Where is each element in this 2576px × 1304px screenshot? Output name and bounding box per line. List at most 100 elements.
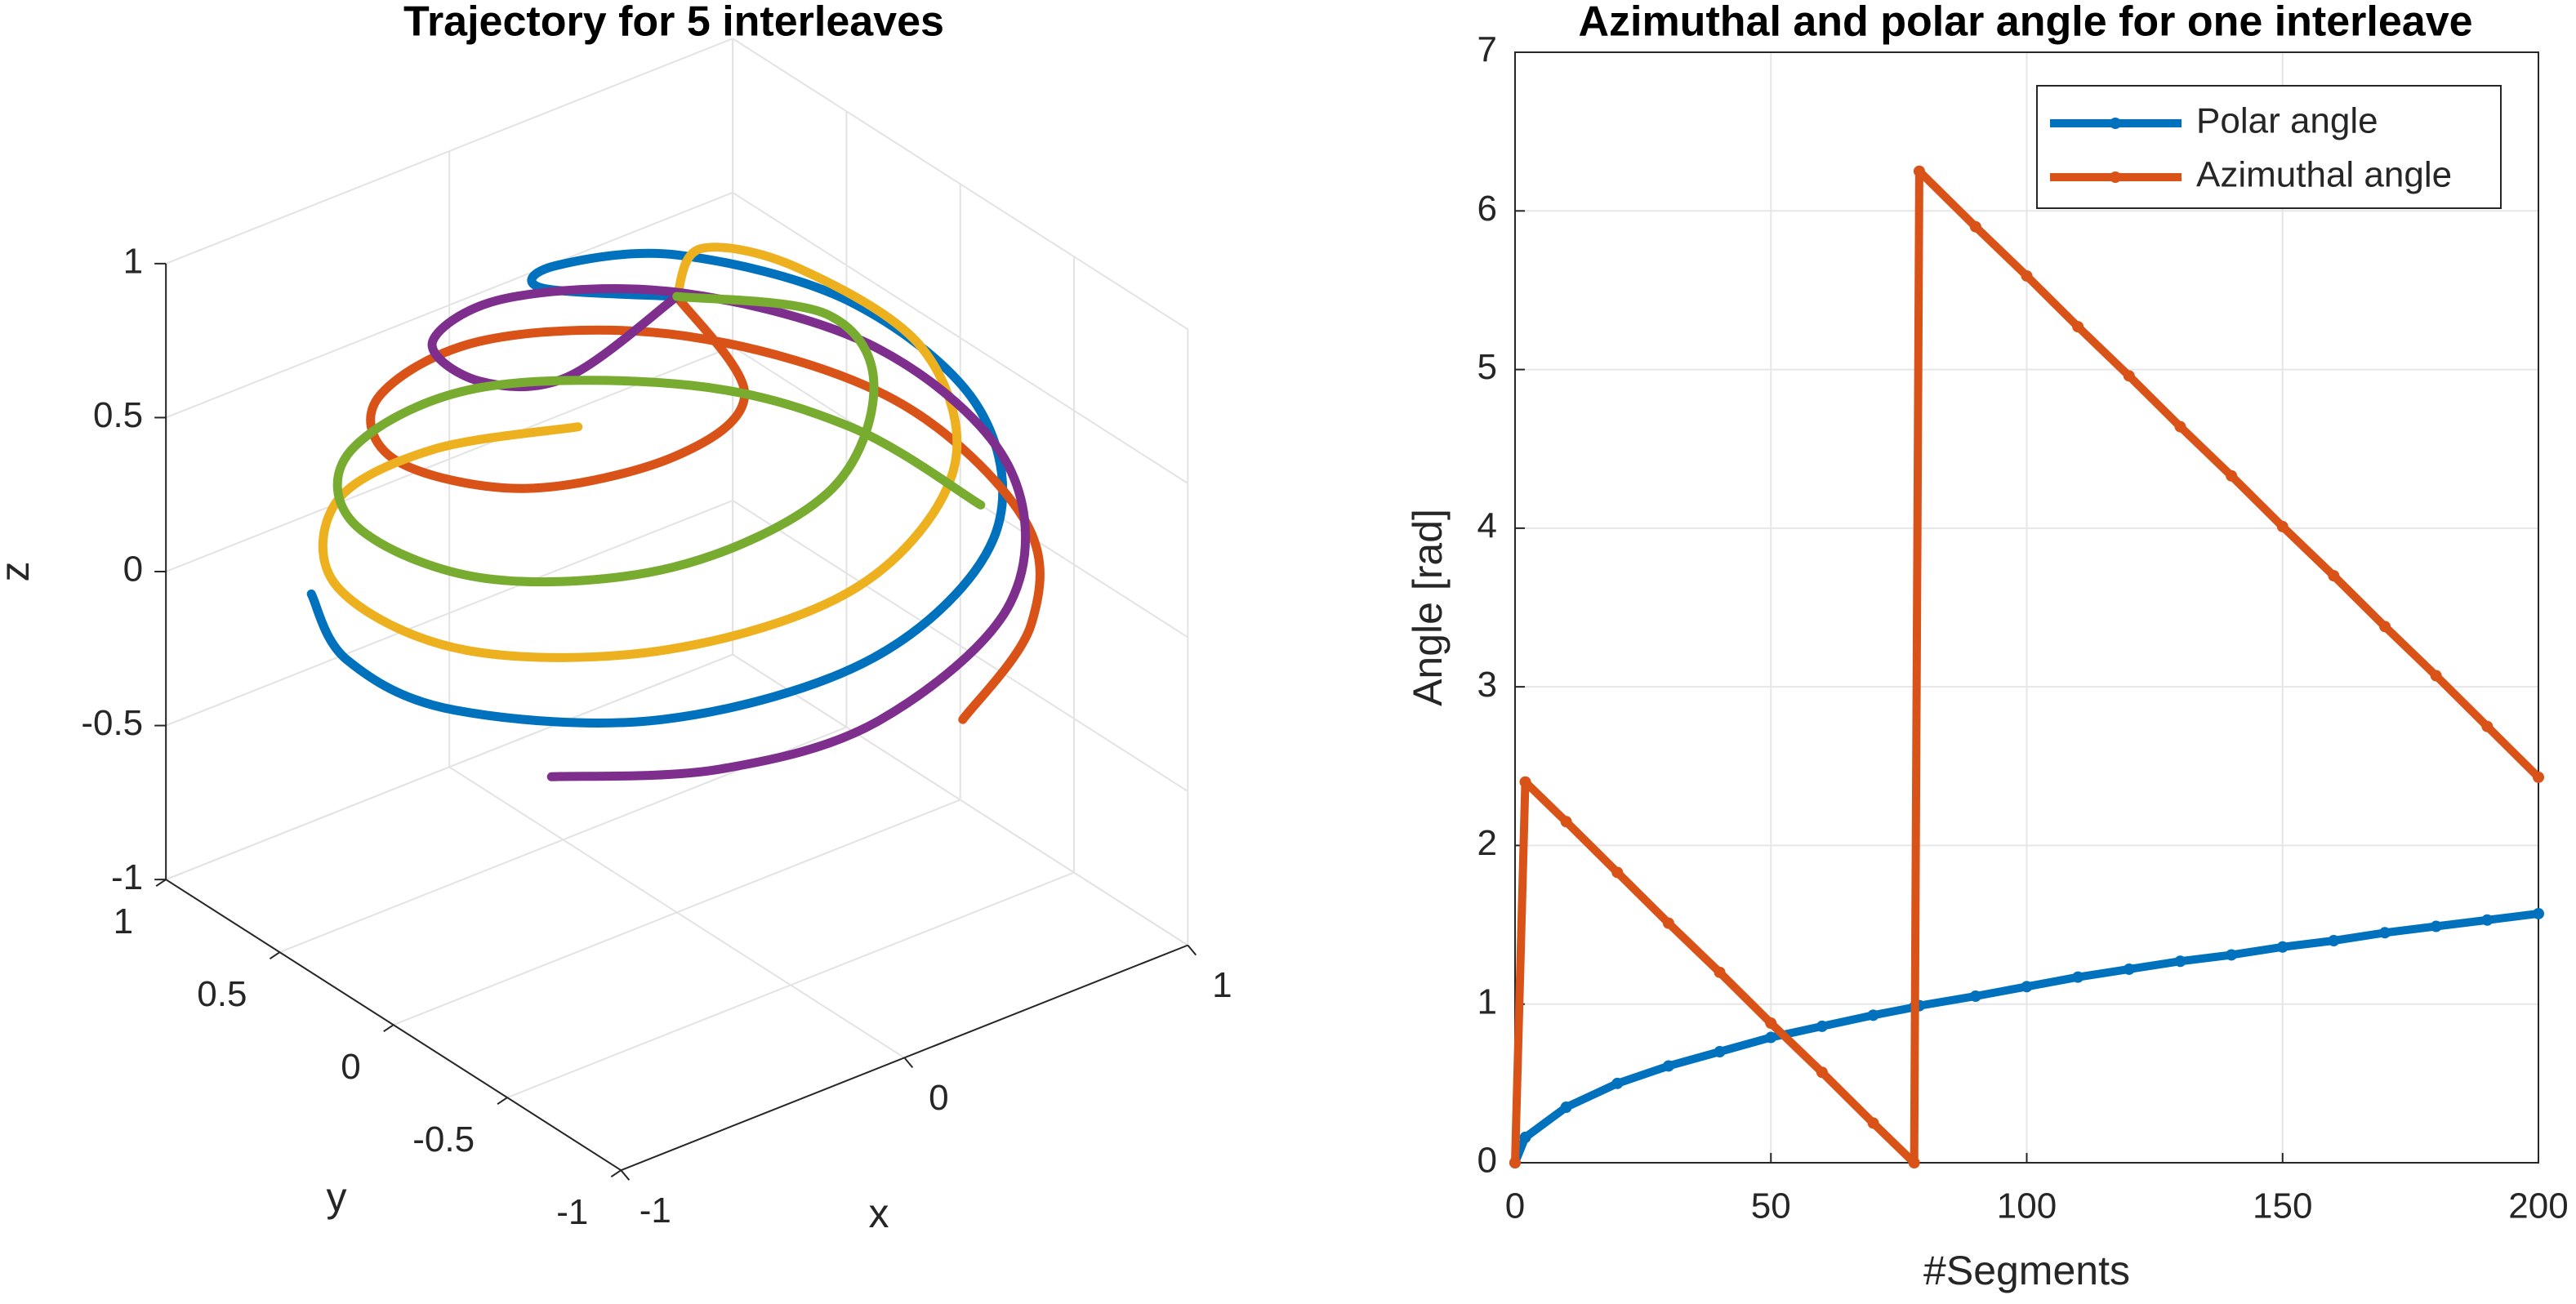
axis-line [620, 944, 1188, 1172]
data-point [1969, 220, 1981, 233]
data-point [2533, 907, 2544, 919]
legend-label: Azimuthal angle [2196, 155, 2452, 195]
grid-line [165, 500, 733, 727]
data-point [1816, 1020, 1828, 1032]
y-tick-label: 5 [1477, 347, 1497, 387]
data-point [2226, 949, 2238, 961]
grid-line [165, 38, 733, 265]
data-point [1867, 1117, 1879, 1129]
data-point [1913, 165, 1925, 177]
data-point [2021, 269, 2033, 282]
data-point [2123, 963, 2135, 975]
x-tick-label: 100 [1997, 1186, 2057, 1226]
data-point [1662, 917, 1674, 929]
data-point [1611, 866, 1624, 879]
data-point [2430, 670, 2442, 682]
x-axis-label: x [869, 1191, 889, 1236]
data-point [1714, 1046, 1726, 1057]
data-point [1509, 1157, 1521, 1168]
grid-line [393, 799, 961, 1026]
z-tick-label: 0.5 [93, 395, 143, 435]
data-point [1816, 1066, 1828, 1079]
trajectory [306, 248, 1008, 728]
y-tick-label: 7 [1477, 30, 1497, 70]
z-tick-label: 1 [123, 241, 143, 281]
x-tick-label: -1 [640, 1191, 671, 1231]
z-axis-label: z [0, 562, 38, 582]
grid-line [165, 653, 733, 881]
grid-line [165, 191, 733, 419]
tick-mark [155, 879, 167, 887]
data-point [2481, 914, 2494, 926]
data-point [1662, 1060, 1674, 1072]
data-point [1714, 966, 1726, 978]
data-point [1519, 1131, 1531, 1143]
y-axis-label: Angle [rad] [1405, 509, 1451, 706]
data-point [2276, 520, 2289, 532]
data-point [2481, 720, 2494, 732]
trajectory [427, 284, 1031, 781]
tick-mark [903, 1057, 914, 1069]
data-point [2174, 955, 2186, 968]
y-tick-label: 0 [1477, 1141, 1497, 1181]
data-point [1611, 1077, 1624, 1089]
data-point [1908, 1157, 1920, 1168]
y-axis-label: y [327, 1174, 347, 1220]
legend-marker [2110, 118, 2121, 129]
x-tick-label: 200 [2508, 1186, 2568, 1226]
tick-mark [269, 951, 281, 959]
data-point [1969, 990, 1981, 1002]
grid-line [506, 871, 1075, 1099]
trajectory [332, 292, 986, 587]
z-tick-label: -1 [111, 857, 143, 897]
y-tick-label: -0.5 [412, 1119, 475, 1159]
data-point [2021, 981, 2033, 993]
grid-line [732, 500, 1188, 792]
data-point [2328, 570, 2340, 582]
data-point [2123, 370, 2135, 382]
y-tick-label: 6 [1477, 189, 1497, 229]
data-point [1867, 1009, 1879, 1021]
x-tick-label: 150 [2253, 1186, 2312, 1226]
chart-title: Trajectory for 5 interleaves [403, 0, 944, 46]
data-point [2276, 941, 2289, 953]
tick-mark [383, 1024, 394, 1033]
tick-mark [1187, 944, 1197, 956]
y-tick-label: -1 [556, 1192, 588, 1232]
data-point [1765, 1017, 1777, 1030]
y-tick-label: 1 [1477, 981, 1497, 1021]
y-tick-label: 0.5 [197, 974, 247, 1014]
x-tick-label: 0 [929, 1078, 948, 1118]
data-point [1765, 1031, 1777, 1044]
data-point [2379, 927, 2391, 939]
data-point [2430, 920, 2442, 932]
data-point [1519, 776, 1531, 788]
x-tick-label: 1 [1212, 965, 1232, 1005]
z-tick-label: 0 [123, 550, 143, 590]
x-tick-label: 50 [1751, 1186, 1791, 1226]
data-point [2533, 771, 2544, 783]
data-point [2072, 971, 2084, 983]
tick-mark [497, 1097, 508, 1106]
y-tick-label: 2 [1477, 823, 1497, 863]
grid-line [732, 192, 1188, 484]
grid-line [732, 653, 1188, 946]
y-tick-label: 1 [114, 901, 133, 941]
y-tick-label: 0 [341, 1047, 360, 1087]
legend-marker [2110, 171, 2121, 183]
data-point [2379, 621, 2391, 633]
data-point [2174, 421, 2186, 433]
x-tick-label: 0 [1505, 1186, 1525, 1226]
data-point [2328, 935, 2340, 946]
data-point [1560, 816, 1572, 828]
legend-label: Polar angle [2196, 101, 2378, 141]
tick-mark [620, 1169, 631, 1181]
plot-frame [1514, 51, 2539, 1164]
y-tick-label: 4 [1477, 505, 1497, 545]
chart-title: Azimuthal and polar angle for one interl… [1578, 0, 2472, 46]
x-axis-label: #Segments [1923, 1248, 2130, 1293]
data-point [1560, 1102, 1572, 1113]
tick-mark [610, 1169, 622, 1178]
